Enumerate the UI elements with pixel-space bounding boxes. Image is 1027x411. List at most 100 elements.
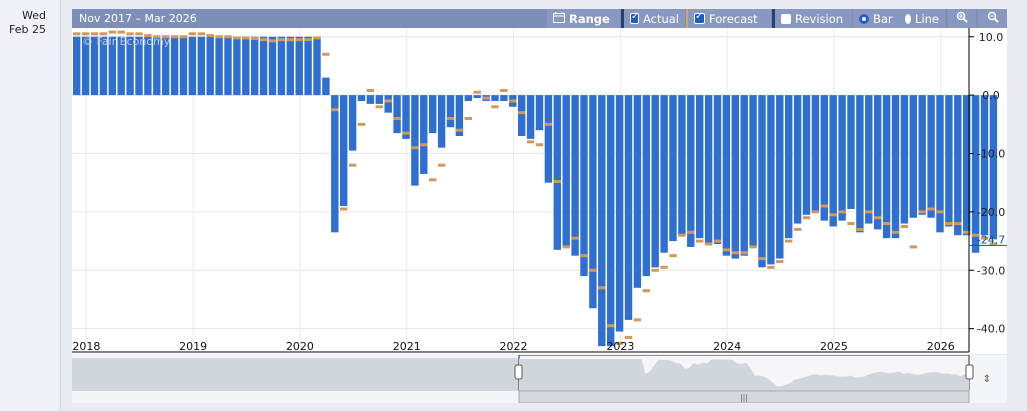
actual-label: Actual xyxy=(642,11,679,26)
line-radio[interactable] xyxy=(905,13,912,24)
forecast-marker xyxy=(464,116,472,120)
forecast-marker xyxy=(144,34,152,38)
forecast-marker xyxy=(117,30,125,34)
actual-bar xyxy=(526,95,535,139)
actual-bar xyxy=(882,95,891,239)
actual-toggle[interactable]: Actual xyxy=(621,9,685,28)
forecast-marker xyxy=(277,38,286,42)
last-value-label: -24.7 xyxy=(977,233,1005,246)
forecast-marker xyxy=(313,36,321,40)
forecast-marker xyxy=(580,254,588,258)
actual-bar xyxy=(348,95,357,151)
forecast-marker xyxy=(874,216,882,220)
forecast-marker xyxy=(473,90,481,94)
zoom-out-button[interactable] xyxy=(978,9,1007,28)
bar-chart: 10.0 0.0 -10.0 -20.0 -30.0 -40.0 2018 2019 2020 2… xyxy=(72,28,1007,353)
forecast-marker xyxy=(749,245,757,249)
actual-bar xyxy=(224,36,232,96)
actual-bar xyxy=(829,95,837,227)
forecast-marker xyxy=(678,233,686,237)
forecast-marker xyxy=(847,222,855,226)
forecast-marker xyxy=(740,251,748,255)
forecast-marker xyxy=(509,99,517,103)
actual-bar xyxy=(402,95,410,139)
forecast-marker xyxy=(153,35,161,39)
actual-bar xyxy=(891,95,900,239)
actual-bar xyxy=(722,95,731,256)
range-button[interactable]: Range xyxy=(547,9,620,28)
actual-bar xyxy=(144,36,152,96)
forecast-marker xyxy=(215,35,223,39)
actual-checkbox[interactable] xyxy=(630,11,639,24)
forecast-marker xyxy=(340,207,348,211)
actual-bar xyxy=(215,36,223,96)
actual-bar xyxy=(518,95,526,136)
resize-arrows-icon[interactable]: ⇕ xyxy=(983,374,991,385)
navigator-right-handle[interactable] xyxy=(965,364,974,380)
actual-bar xyxy=(989,95,998,240)
actual-bar xyxy=(856,95,864,233)
actual-bar xyxy=(811,95,820,212)
forecast-marker xyxy=(562,245,570,249)
forecast-marker xyxy=(526,140,535,144)
actual-bar xyxy=(535,95,544,131)
forecast-marker xyxy=(348,163,357,167)
forecast-marker xyxy=(322,52,330,56)
forecast-marker xyxy=(286,38,294,42)
forecast-marker xyxy=(811,210,820,214)
bar-radio[interactable] xyxy=(859,13,869,24)
forecast-marker xyxy=(375,105,383,109)
zoom-in-button[interactable] xyxy=(948,9,976,28)
forecast-marker xyxy=(437,163,446,167)
revision-toggle[interactable]: Revision xyxy=(772,9,852,28)
forecast-marker xyxy=(571,236,579,240)
forecast-marker xyxy=(642,289,650,293)
day-label: Feb 25 xyxy=(9,23,46,36)
y-tick-label: -30.0 xyxy=(977,264,1005,277)
actual-bar xyxy=(322,77,330,96)
forecast-marker xyxy=(696,239,704,243)
actual-bar xyxy=(268,36,277,96)
actual-bar xyxy=(687,95,695,247)
bar-option[interactable]: Bar xyxy=(853,9,899,28)
actual-bar xyxy=(464,95,472,101)
x-tick-label: 2026 xyxy=(927,340,955,353)
bars xyxy=(73,30,998,347)
actual-bar xyxy=(473,95,481,99)
line-option[interactable]: Line xyxy=(899,9,945,28)
forecast-marker xyxy=(259,38,268,42)
forecast-checkbox[interactable] xyxy=(694,11,705,24)
actual-bar xyxy=(909,95,917,218)
actual-bar xyxy=(874,95,882,230)
forecast-marker xyxy=(865,210,873,214)
actual-bar xyxy=(331,95,339,233)
forecast-marker xyxy=(108,30,116,34)
actual-bar xyxy=(838,95,846,221)
forecast-marker xyxy=(971,233,980,237)
zoom-in-icon xyxy=(956,11,968,26)
forecast-marker xyxy=(713,239,722,243)
actual-bar xyxy=(945,95,953,227)
forecast-marker xyxy=(304,38,312,42)
navigator-left-handle[interactable] xyxy=(514,364,523,380)
actual-bar xyxy=(580,95,588,277)
revision-checkbox[interactable] xyxy=(781,13,791,24)
forecast-marker xyxy=(767,265,775,269)
forecast-marker xyxy=(589,268,597,272)
chart-area: 10.0 0.0 -10.0 -20.0 -30.0 -40.0 2018 2019 2020 2… xyxy=(72,28,1007,354)
actual-bar xyxy=(615,95,624,332)
actual-bar xyxy=(562,95,570,247)
actual-bar xyxy=(357,95,366,101)
forecast-marker xyxy=(233,36,241,40)
forecast-toggle[interactable]: Forecast xyxy=(686,9,771,28)
y-tick-label: -40.0 xyxy=(977,323,1005,336)
forecast-marker xyxy=(660,265,668,269)
actual-bar xyxy=(313,36,321,96)
forecast-marker xyxy=(126,32,134,36)
forecast-marker xyxy=(954,222,962,226)
forecast-marker xyxy=(909,245,917,249)
actual-bar xyxy=(81,36,90,96)
forecast-marker xyxy=(99,32,108,36)
actual-bar xyxy=(384,95,392,113)
forecast-marker xyxy=(420,143,428,147)
